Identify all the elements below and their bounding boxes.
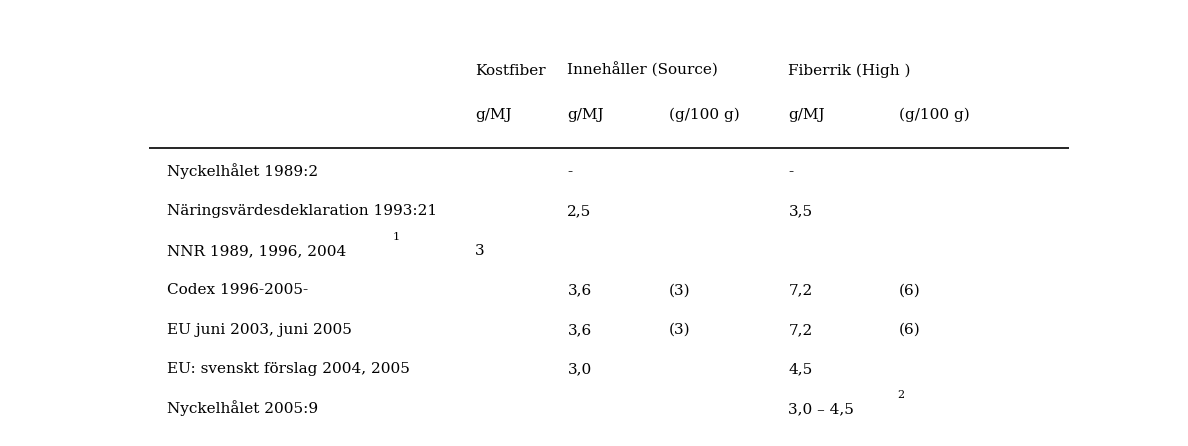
Text: (6): (6) bbox=[899, 323, 921, 337]
Text: Innehåller (Source): Innehåller (Source) bbox=[568, 62, 719, 78]
Text: Fiberrik (High ): Fiberrik (High ) bbox=[789, 63, 911, 78]
Text: 1: 1 bbox=[392, 232, 399, 243]
Text: EU juni 2003, juni 2005: EU juni 2003, juni 2005 bbox=[166, 323, 352, 337]
Text: 3,6: 3,6 bbox=[568, 323, 592, 337]
Text: g/MJ: g/MJ bbox=[568, 108, 604, 122]
Text: 3,0: 3,0 bbox=[568, 362, 592, 376]
Text: Kostfiber: Kostfiber bbox=[475, 64, 546, 78]
Text: Nyckelhålet 1989:2: Nyckelhålet 1989:2 bbox=[166, 163, 318, 179]
Text: NNR 1989, 1996, 2004: NNR 1989, 1996, 2004 bbox=[166, 244, 346, 258]
Text: g/MJ: g/MJ bbox=[475, 108, 512, 122]
Text: 2: 2 bbox=[897, 390, 904, 401]
Text: (3): (3) bbox=[669, 323, 690, 337]
Text: Näringsvärdesdeklaration 1993:21: Näringsvärdesdeklaration 1993:21 bbox=[166, 204, 437, 219]
Text: -: - bbox=[568, 165, 573, 179]
Text: 3: 3 bbox=[475, 244, 485, 258]
Text: g/MJ: g/MJ bbox=[789, 108, 824, 122]
Text: Codex 1996-2005-: Codex 1996-2005- bbox=[166, 283, 308, 297]
Text: (3): (3) bbox=[669, 283, 690, 297]
Text: (g/100 g): (g/100 g) bbox=[899, 108, 969, 122]
Text: EU: svenskt förslag 2004, 2005: EU: svenskt förslag 2004, 2005 bbox=[166, 362, 410, 376]
Text: 3,5: 3,5 bbox=[789, 204, 813, 219]
Text: (g/100 g): (g/100 g) bbox=[669, 108, 739, 122]
Text: 7,2: 7,2 bbox=[789, 323, 813, 337]
Text: 7,2: 7,2 bbox=[789, 283, 813, 297]
Text: 3,6: 3,6 bbox=[568, 283, 592, 297]
Text: -: - bbox=[789, 165, 794, 179]
Text: 3,0 – 4,5: 3,0 – 4,5 bbox=[789, 402, 854, 416]
Text: 4,5: 4,5 bbox=[789, 362, 813, 376]
Text: Nyckelhålet 2005:9: Nyckelhålet 2005:9 bbox=[166, 400, 318, 416]
Text: 2,5: 2,5 bbox=[568, 204, 592, 219]
Text: (6): (6) bbox=[899, 283, 921, 297]
